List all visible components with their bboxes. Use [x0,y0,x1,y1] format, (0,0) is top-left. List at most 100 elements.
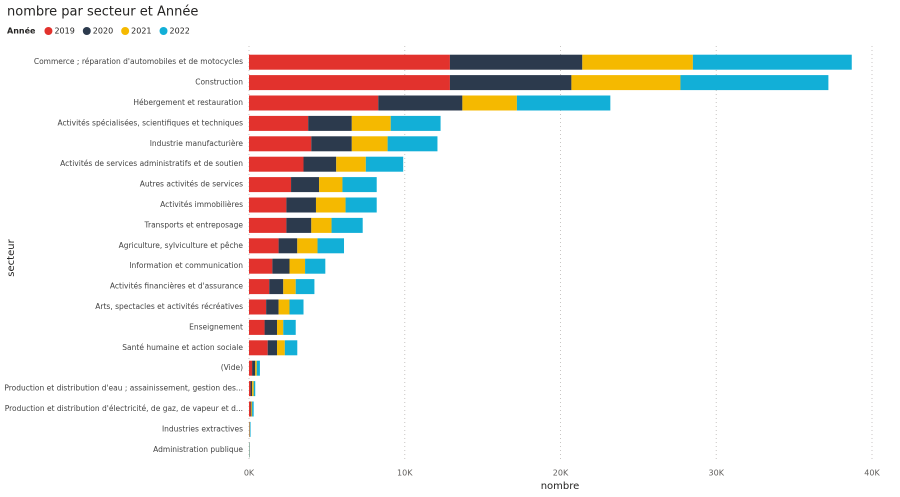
bar-segment [278,238,298,254]
bar-segment [319,177,343,193]
bar-segment [249,421,251,437]
bar-segment [272,258,290,274]
bar-segment [252,360,256,376]
bar-segment [283,279,296,295]
y-tick-label: Arts, spectacles et activités récréative… [95,302,243,311]
bar-segment [286,217,312,233]
bar-segment [264,319,278,335]
y-tick-label: Autres activités de services [140,180,243,189]
x-tick-label: 20K [553,469,569,478]
bar-segment [249,75,450,91]
bar-segment [305,258,326,274]
bar-segment [331,217,363,233]
y-tick-label: Construction [195,78,243,87]
bar-segment [252,381,254,397]
bar-segment [249,217,287,233]
bar-segment [286,197,316,213]
legend-marker [44,27,53,35]
bar-segment [387,136,438,152]
bar-segment [462,95,517,111]
x-axis-title: nombre [541,481,580,492]
bar-segment [378,95,463,111]
bar-segment [680,75,829,91]
y-tick-label: Commerce ; réparation d'automobiles et d… [34,57,243,66]
y-tick-label: Activités immobilières [160,200,243,209]
x-tick-label: 40K [864,469,880,478]
x-tick-label: 10K [397,469,413,478]
bar-segment [277,319,284,335]
bar-segment [250,381,253,397]
y-tick-label: Activités financières et d'assurance [110,282,243,291]
legend-marker [121,27,130,35]
bar-segment [249,279,270,295]
bar-segment [284,340,298,356]
bar-segment [345,197,377,213]
bar-segment [311,217,332,233]
x-tick-label: 30K [709,469,725,478]
y-tick-label: Activités spécialisées, scientifiques et… [58,118,244,127]
bar-segment [449,75,572,91]
bar-segment [336,156,366,172]
bar-segment [365,156,404,172]
bar-segment [297,238,318,254]
legend-marker [159,27,168,35]
bar-segment [269,279,284,295]
bar-segment [249,381,251,397]
chart-title: nombre par secteur et Année [7,5,198,20]
x-tick-label: 0K [244,469,255,478]
bar-segment [249,95,379,111]
bar-segment [249,54,450,70]
bar-segment [249,115,309,131]
bar-segment [295,279,315,295]
y-tick-label: Production et distribution d'électricité… [5,404,243,413]
y-tick-label: Santé humaine et action sociale [122,343,243,352]
bar-segment [249,197,287,213]
y-tick-label: Industrie manufacturière [150,139,244,148]
bar-segment [278,299,290,315]
legend-marker [82,27,91,35]
bar-segment [317,238,345,254]
y-tick-label: Industries extractives [162,424,243,433]
bar-segment [303,156,337,172]
bar-segment [351,115,391,131]
bar-segment [252,401,254,417]
bar-segment [289,258,306,274]
bar-segment [291,177,320,193]
bar-segment [249,340,268,356]
bar-segment [249,136,312,152]
bar-segment [253,381,256,397]
y-tick-label: Transports et entreposage [144,220,244,229]
bar-segment [249,177,292,193]
bar-segment [267,340,278,356]
bar-segment [255,360,257,376]
bar-segment [283,319,296,335]
legend-label: 2022 [170,27,190,36]
legend-title: Année [7,26,36,36]
bar-segment [692,54,852,70]
bar-segment [249,299,267,315]
y-tick-label: Activités de services administratifs et … [60,159,243,168]
y-tick-label: Information et communication [129,261,243,270]
bar-segment [390,115,441,131]
bar-segment [266,299,279,315]
bar-segment [308,115,352,131]
bar-segment [351,136,388,152]
bar-segment [250,401,252,417]
legend-label: 2021 [131,27,151,36]
y-tick-label: Agriculture, sylviculture et pêche [119,241,244,250]
bar-segment [571,75,681,91]
bar-segment [249,238,279,254]
bar-segment [342,177,377,193]
bar-segment [251,401,253,417]
bar-segment [249,360,253,376]
bar-segment [249,258,273,274]
y-tick-label: Hébergement et restauration [133,98,243,107]
bar-segment [289,299,304,315]
bar-segment [249,156,304,172]
bar-segment [256,360,260,376]
bar-segment [315,197,346,213]
y-tick-label: (Vide) [221,363,243,372]
y-tick-label: Enseignement [189,322,243,331]
bar-segment [449,54,583,70]
